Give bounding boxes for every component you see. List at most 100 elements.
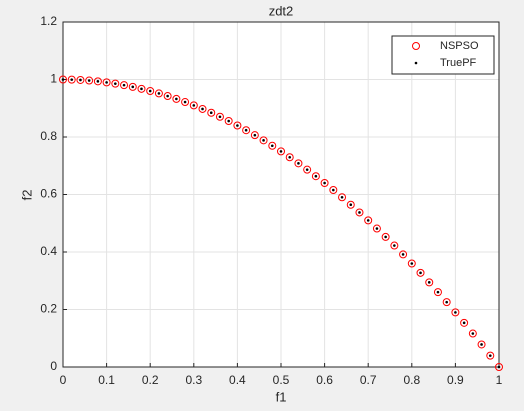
point xyxy=(462,321,466,325)
point xyxy=(477,340,486,349)
point xyxy=(305,168,309,171)
point xyxy=(157,92,161,95)
point xyxy=(209,111,213,115)
point xyxy=(242,126,251,135)
point xyxy=(122,83,126,87)
point xyxy=(366,219,370,222)
point xyxy=(346,200,355,209)
point xyxy=(148,89,152,93)
point xyxy=(486,351,495,360)
point xyxy=(427,281,431,284)
x-tick-label: 0.6 xyxy=(316,373,333,387)
point xyxy=(131,85,135,89)
point xyxy=(146,87,155,95)
point xyxy=(442,298,451,307)
x-tick-label: 0.1 xyxy=(98,373,115,387)
x-tick-label: 0.9 xyxy=(447,373,464,387)
point xyxy=(303,165,312,174)
point xyxy=(460,318,469,327)
point xyxy=(381,232,390,241)
x-tick-label: 0.7 xyxy=(360,373,377,387)
point xyxy=(181,98,190,107)
point xyxy=(480,343,483,346)
point xyxy=(436,290,440,294)
point xyxy=(323,181,326,185)
x-tick-label: 1 xyxy=(496,373,503,387)
y-tick-label: 0.8 xyxy=(40,129,57,143)
point xyxy=(320,179,329,187)
point xyxy=(76,75,85,84)
point xyxy=(497,365,501,369)
point xyxy=(401,253,405,256)
legend-box xyxy=(391,35,495,75)
point xyxy=(201,107,204,111)
point xyxy=(425,278,434,287)
point xyxy=(250,131,259,140)
point xyxy=(294,159,303,168)
legend-label: NSPSO xyxy=(440,40,479,52)
point xyxy=(67,75,76,84)
axes-box xyxy=(62,21,500,368)
point xyxy=(262,139,265,142)
point xyxy=(137,84,146,93)
point xyxy=(288,155,292,159)
point xyxy=(399,250,408,259)
x-tick-label: 0.5 xyxy=(273,373,290,387)
point xyxy=(268,141,277,150)
point xyxy=(364,216,373,225)
point xyxy=(416,268,425,277)
point xyxy=(270,144,274,148)
point xyxy=(227,119,230,123)
point xyxy=(218,115,222,119)
point xyxy=(163,92,172,101)
point xyxy=(70,78,74,81)
point xyxy=(93,77,102,86)
point xyxy=(454,311,457,314)
point xyxy=(495,363,503,371)
point xyxy=(445,300,448,304)
x-tick-label: 0.8 xyxy=(403,373,420,387)
legend-marker xyxy=(414,61,418,65)
point xyxy=(419,271,422,275)
point xyxy=(198,104,207,113)
point xyxy=(285,153,294,162)
point xyxy=(372,224,381,233)
y-tick-label: 1.2 xyxy=(40,14,57,28)
point xyxy=(114,82,117,85)
point xyxy=(314,174,318,178)
point xyxy=(105,81,108,84)
point xyxy=(329,186,338,195)
point xyxy=(96,80,100,83)
point xyxy=(338,193,347,202)
point xyxy=(215,112,224,121)
point xyxy=(154,89,163,98)
point xyxy=(259,136,268,145)
point xyxy=(166,94,169,98)
point xyxy=(85,76,94,85)
point xyxy=(407,259,416,268)
y-tick-label: 0.6 xyxy=(40,187,57,201)
point xyxy=(175,97,178,101)
chart-title: zdt2 xyxy=(269,3,294,18)
point xyxy=(189,101,198,110)
x-tick-label: 0.4 xyxy=(229,373,246,387)
legend-label: TruePF xyxy=(440,57,477,69)
point xyxy=(253,133,257,137)
point xyxy=(79,78,82,82)
point xyxy=(233,121,242,130)
point xyxy=(59,75,67,84)
point xyxy=(384,235,387,239)
point xyxy=(183,100,187,104)
point xyxy=(488,354,492,357)
point xyxy=(140,87,143,91)
point xyxy=(102,78,111,87)
point xyxy=(111,79,120,88)
legend-marker xyxy=(412,42,420,50)
y-tick-label: 1 xyxy=(50,72,57,86)
point xyxy=(297,162,300,165)
point xyxy=(311,172,320,181)
point xyxy=(451,308,460,317)
point xyxy=(61,78,65,81)
y-tick-label: 0 xyxy=(50,359,57,373)
